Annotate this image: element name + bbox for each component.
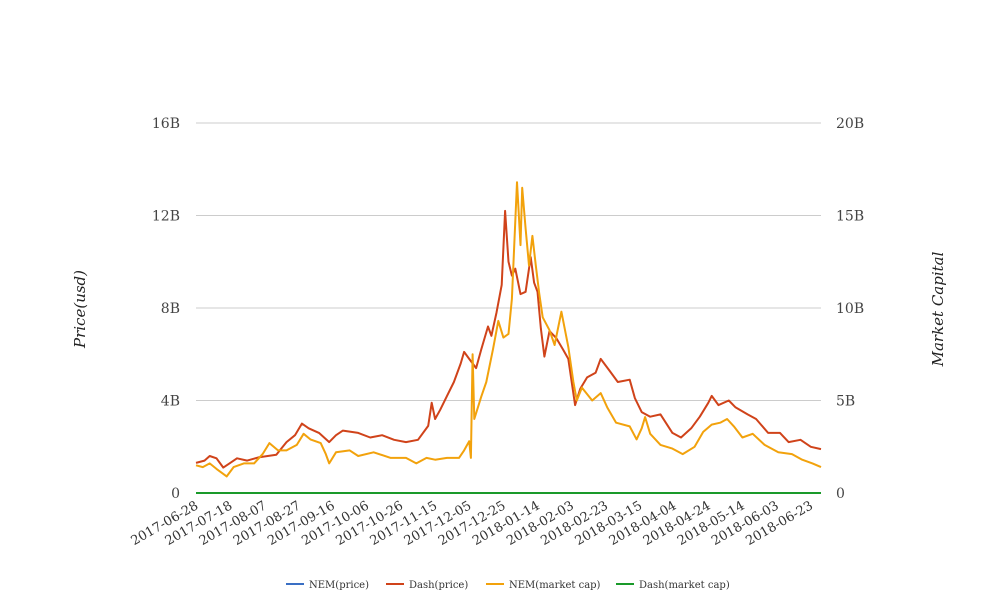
y-left-tick-label: 0 bbox=[171, 486, 180, 502]
y-left-tick-label: 8B bbox=[161, 301, 180, 317]
x-axis-ticks: 2017-06-282017-07-182017-08-072017-08-27… bbox=[129, 498, 816, 548]
legend: NEM(price) Dash(price) NEM(market cap) Dash… bbox=[286, 580, 730, 591]
y-right-tick-label: 15B bbox=[836, 209, 864, 225]
y-right-tick-label: 10B bbox=[836, 301, 864, 317]
y-left-tick-label: 16B bbox=[152, 116, 180, 132]
legend-label: NEM(price) bbox=[309, 580, 369, 591]
legend-label: Dash(price) bbox=[409, 580, 468, 591]
legend-label: NEM(market cap) bbox=[509, 580, 601, 591]
legend-label: Dash(market cap) bbox=[639, 580, 730, 591]
y-axis-left-title: Price(usd) bbox=[71, 270, 89, 349]
y-right-tick-label: 20B bbox=[836, 116, 864, 132]
y-axis-right-ticks: 0 5B 10B 15B 20B bbox=[836, 116, 864, 502]
series-layer bbox=[195, 181, 822, 494]
y-right-tick-label: 0 bbox=[836, 486, 845, 502]
y-left-tick-label: 4B bbox=[161, 394, 180, 410]
y-left-tick-label: 12B bbox=[152, 209, 180, 225]
y-axis-left-ticks: 0 4B 8B 12B 16B bbox=[152, 116, 180, 502]
y-right-tick-label: 5B bbox=[836, 394, 855, 410]
grid-lines bbox=[196, 122, 821, 401]
series-line-dash-price bbox=[195, 209, 822, 469]
y-axis-right-title: Market Capital bbox=[929, 251, 947, 367]
series-line-nem-market-cap bbox=[195, 181, 822, 478]
